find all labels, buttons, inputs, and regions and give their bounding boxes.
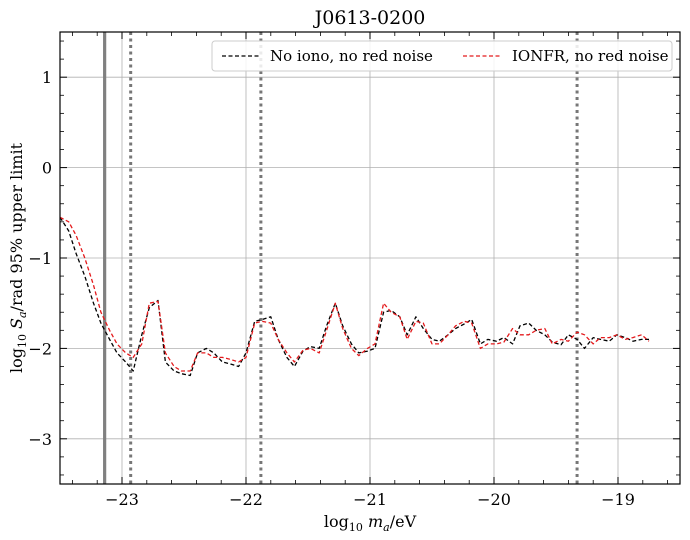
x-tick-label: −21 xyxy=(353,490,387,509)
series-group xyxy=(59,216,650,377)
x-axis-label: log10 ma/eV xyxy=(324,512,417,534)
legend-label-no-iono: No iono, no red noise xyxy=(270,47,433,65)
grid xyxy=(60,32,680,484)
legend-box xyxy=(211,40,673,72)
chart-title: J0613-0200 xyxy=(313,7,426,29)
x-tick-label: −22 xyxy=(229,490,263,509)
legend: No iono, no red noise IONFR, no red nois… xyxy=(211,40,673,72)
y-tick-label: −1 xyxy=(28,249,52,268)
y-tick-label: −2 xyxy=(28,339,52,358)
ticks xyxy=(60,32,680,484)
x-tick-label: −23 xyxy=(105,490,139,509)
x-tick-label: −19 xyxy=(601,490,635,509)
x-tick-label: −20 xyxy=(477,490,511,509)
vertical-markers xyxy=(103,32,579,484)
y-tick-label: 0 xyxy=(42,159,52,178)
y-tick-label: −3 xyxy=(28,430,52,449)
legend-label-ionfr: IONFR, no red noise xyxy=(512,47,669,65)
tick-labels: −23 −22 −21 −20 −19 1 0 −1 −2 −3 xyxy=(28,68,634,509)
y-tick-label: 1 xyxy=(42,68,52,87)
series-line-ionfr xyxy=(59,216,650,372)
